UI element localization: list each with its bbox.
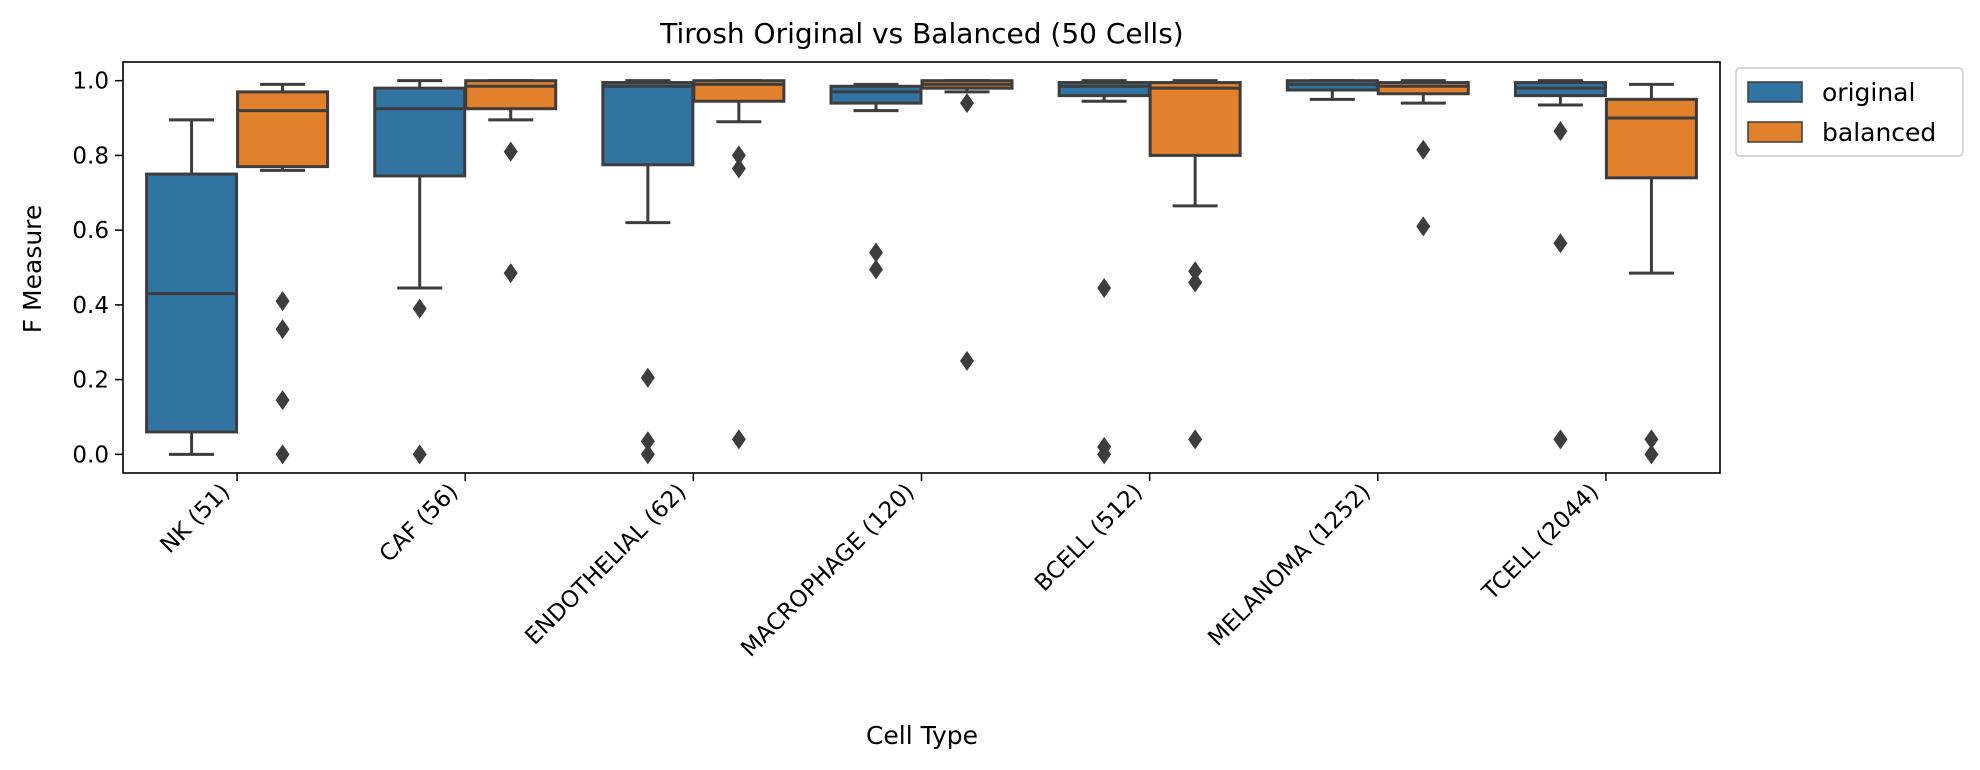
outlier-point: [869, 259, 883, 280]
outlier-point: [640, 431, 655, 452]
outlier-point: [960, 93, 974, 114]
y-tick-label: 0.0: [72, 442, 109, 468]
original-box: [373, 86, 467, 178]
legend: original balanced: [1735, 67, 1964, 157]
outlier-point: [275, 444, 290, 465]
x-tick-label: MELANOMA (1252): [1203, 479, 1376, 652]
original-box: [601, 81, 695, 167]
outlier-point: [731, 158, 746, 179]
chart-title: Tirosh Original vs Balanced (50 Cells): [659, 17, 1183, 50]
outlier-point: [275, 291, 290, 312]
outlier-point: [869, 242, 883, 263]
outlier-point: [960, 350, 974, 371]
original-box: [145, 172, 239, 434]
outlier-point: [1553, 233, 1568, 254]
outlier-point: [1553, 429, 1568, 450]
plot-area: 0.0 0.2 0.4 0.6 0.8 1.0 NK (51) CAF (56) ENDOTHE…: [72, 61, 1721, 662]
y-axis-label: F Measure: [18, 205, 47, 334]
x-tick-label: MACROPHAGE (120): [736, 479, 919, 662]
outlier-point: [1416, 139, 1431, 160]
x-tick-label: TCELL (2044): [1477, 479, 1604, 606]
outlier-point: [640, 367, 655, 388]
y-tick-label: 0.4: [72, 293, 109, 319]
original-box: [829, 84, 923, 105]
x-tick-label: NK (51): [156, 479, 236, 559]
balanced-box: [1604, 97, 1698, 180]
outlier-point: [275, 319, 290, 340]
outlier-point: [1097, 278, 1112, 299]
y-tick-label: 0.2: [72, 368, 109, 394]
legend-swatch-balanced: [1747, 121, 1803, 143]
y-tick-label: 1.0: [72, 69, 109, 95]
outlier-point: [1188, 272, 1203, 293]
outlier-point: [1188, 261, 1203, 282]
x-axis-label: Cell Type: [866, 721, 978, 750]
outlier-point: [1416, 216, 1431, 237]
outlier-point: [503, 141, 518, 162]
outlier-point: [1644, 444, 1659, 465]
x-tick-label: ENDOTHELIAL (62): [520, 479, 691, 650]
balanced-box: [236, 90, 330, 169]
outlier-point: [1097, 444, 1112, 465]
balanced-box: [1376, 81, 1470, 96]
outlier-point: [731, 429, 746, 450]
outlier-point: [731, 145, 746, 166]
balanced-box: [1148, 81, 1242, 157]
y-tick-label: 0.8: [72, 143, 109, 169]
outlier-point: [1644, 429, 1659, 450]
plot-frame: [122, 61, 1721, 474]
outlier-point: [1553, 121, 1568, 142]
legend-label-balanced: balanced: [1822, 118, 1936, 147]
outlier-point: [412, 298, 427, 319]
y-tick-label: 0.6: [72, 218, 109, 244]
outlier-point: [275, 390, 290, 411]
outlier-point: [1188, 429, 1203, 450]
outlier-point: [640, 444, 655, 465]
legend-swatch-original: [1747, 81, 1803, 103]
outlier-point: [412, 444, 427, 465]
x-tick-label: CAF (56): [375, 479, 464, 568]
outlier-point: [503, 263, 518, 284]
legend-label-original: original: [1822, 78, 1915, 107]
x-tick-label: BCELL (512): [1030, 479, 1148, 597]
original-box: [1057, 81, 1151, 98]
